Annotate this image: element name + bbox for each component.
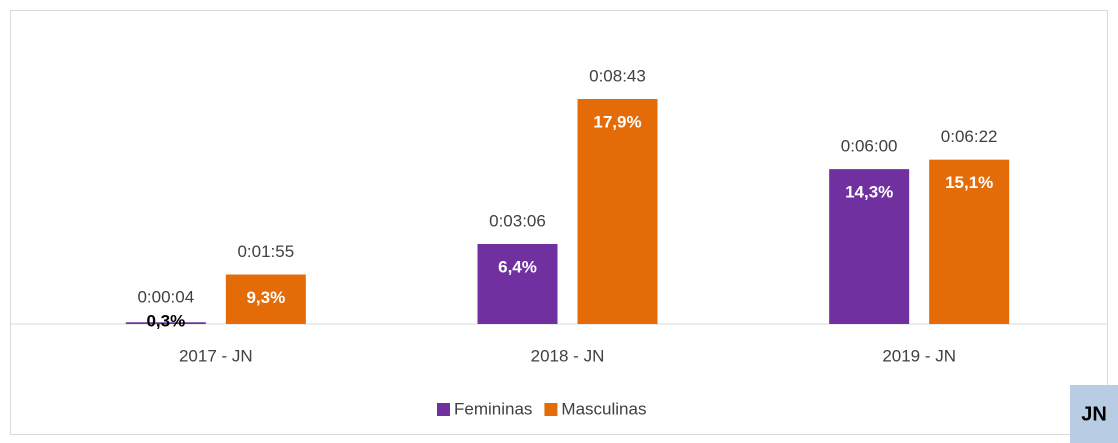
bar: [829, 169, 910, 324]
share-label: 9,3%: [246, 288, 285, 307]
bar: [577, 99, 658, 324]
bar: [929, 159, 1010, 324]
value-label: 0:01:55: [237, 242, 294, 261]
value-label: 0:06:00: [841, 137, 898, 156]
value-label: 0:08:43: [589, 66, 646, 85]
legend-swatch: [544, 403, 558, 416]
share-label: 15,1%: [945, 173, 993, 192]
share-label: 17,9%: [593, 112, 641, 131]
legend-label: Masculinas: [561, 399, 646, 418]
badge: JN: [1081, 403, 1107, 425]
bar: [477, 243, 558, 324]
value-label: 0:00:04: [137, 287, 194, 306]
share-label: 0,3%: [146, 311, 185, 330]
share-label: 14,3%: [845, 183, 893, 202]
share-label: 6,4%: [498, 257, 537, 276]
legend-swatch: [437, 403, 450, 416]
x-tick-label: 2019 - JN: [882, 346, 956, 365]
chart-frame: [10, 10, 1108, 435]
bar: [225, 274, 306, 324]
legend-label: Femininas: [454, 399, 532, 418]
x-tick-label: 2017 - JN: [179, 346, 253, 365]
x-tick-label: 2018 - JN: [531, 346, 605, 365]
value-label: 0:06:22: [941, 127, 998, 146]
badge-box: [1070, 385, 1118, 443]
bar: [125, 322, 206, 324]
value-label: 0:03:06: [489, 211, 546, 230]
